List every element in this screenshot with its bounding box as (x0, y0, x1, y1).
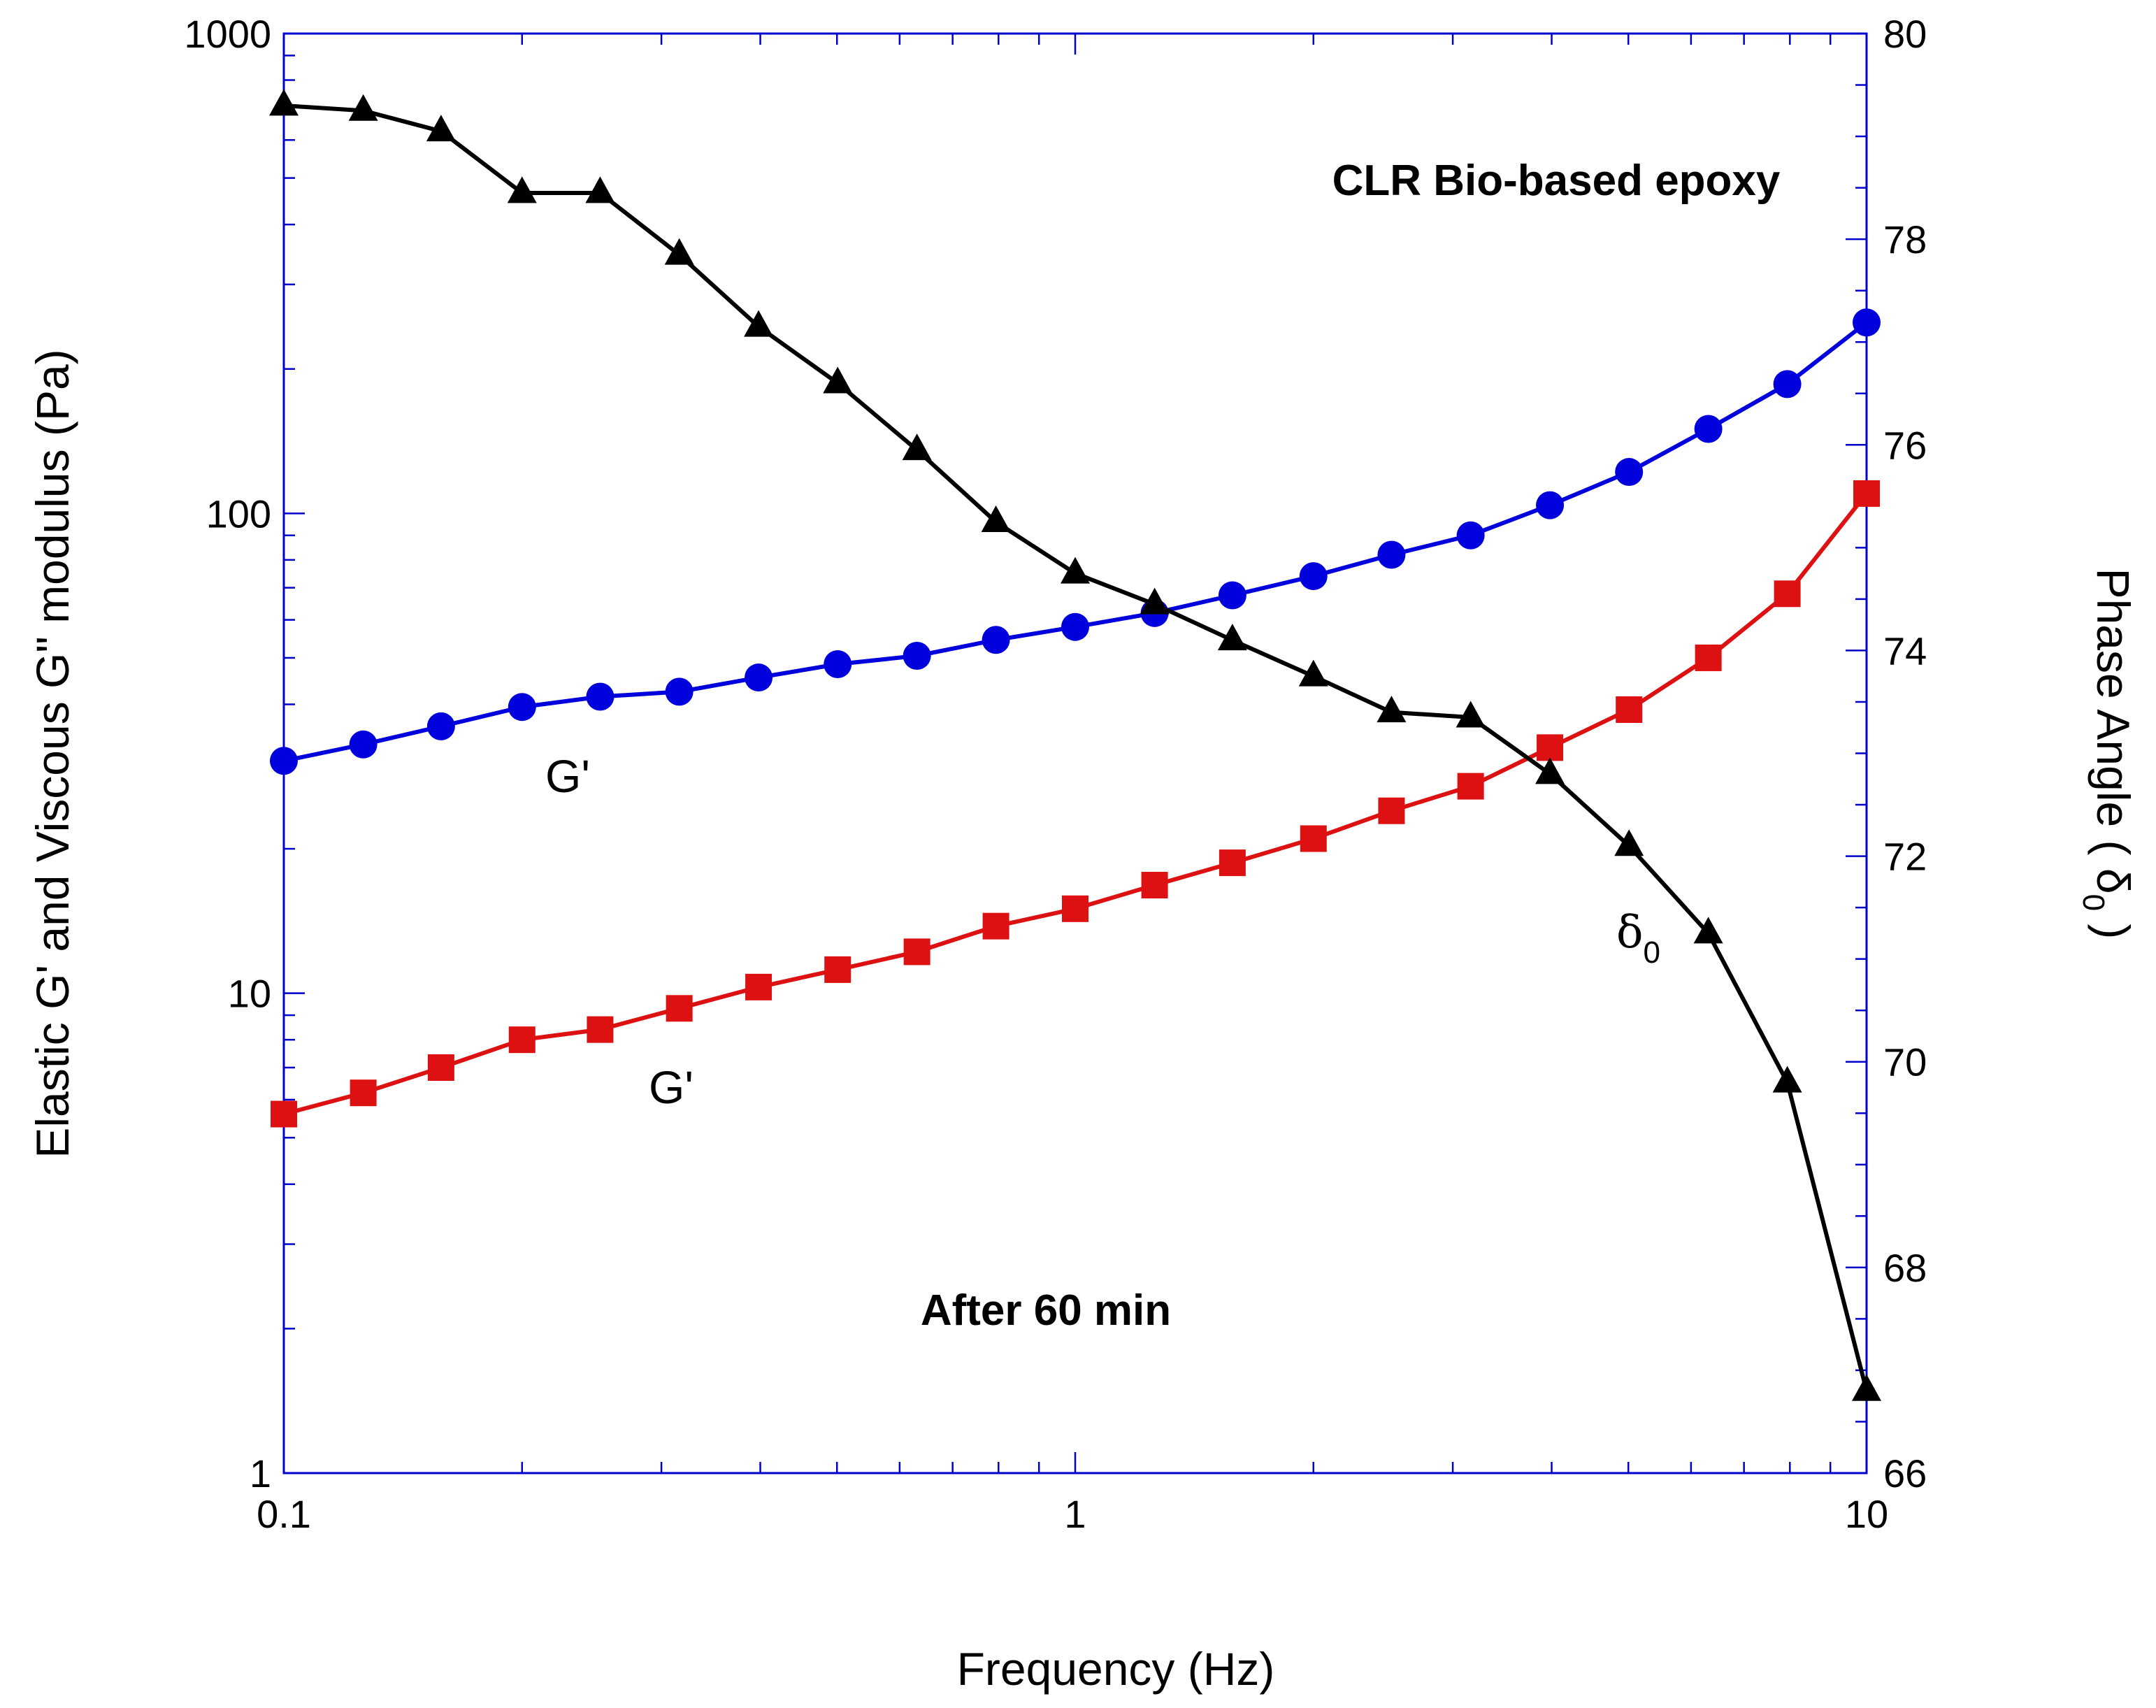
data-point-triangle (507, 176, 537, 203)
data-point-circle (1536, 491, 1565, 519)
y-axis-right-title-sub: 0 (2076, 894, 2111, 911)
data-point-triangle (1852, 1374, 1881, 1401)
data-point-circle (1694, 415, 1723, 443)
data-point-circle (586, 682, 615, 711)
data-point-square (982, 912, 1009, 940)
data-point-triangle (1772, 1065, 1802, 1093)
x-tick-label: 0.1 (257, 1492, 311, 1536)
y-axis-right-title-suffix: ) (2087, 911, 2139, 939)
y-right-tick-label: 66 (1883, 1451, 1927, 1495)
data-point-circle (824, 650, 852, 679)
y-axis-left-title: Elastic G' and Viscous G" modulus (Pa) (27, 349, 78, 1158)
data-point-circle (1773, 370, 1802, 399)
data-point-square (1457, 773, 1484, 800)
data-point-square (508, 1026, 536, 1054)
x-tick-label: 10 (1845, 1492, 1888, 1536)
data-point-square (587, 1016, 614, 1043)
data-point-triangle (744, 310, 774, 337)
data-point-triangle (1140, 587, 1170, 615)
delta-label: δ0 (1616, 907, 1660, 970)
data-point-triangle (1217, 624, 1247, 651)
ticks-layer (282, 32, 1867, 1474)
data-point-square (1300, 825, 1327, 852)
series-layer (269, 89, 1881, 1401)
data-point-triangle (1693, 917, 1723, 944)
data-point-square (427, 1054, 454, 1081)
data-point-circle (982, 626, 1010, 654)
data-point-circle (349, 730, 378, 759)
data-point-square (903, 938, 930, 966)
data-point-square (824, 956, 851, 983)
data-point-circle (1853, 308, 1881, 337)
data-point-triangle (823, 366, 853, 394)
annotation-time: After 60 min (921, 1286, 1171, 1335)
data-point-square (1537, 734, 1564, 761)
data-point-circle (745, 663, 773, 692)
y-right-tick-label: 80 (1883, 12, 1927, 56)
data-point-square (1219, 849, 1246, 877)
annotation-material: CLR Bio-based epoxy (1332, 157, 1781, 205)
data-point-triangle (981, 505, 1011, 533)
data-point-triangle (1535, 757, 1565, 784)
data-point-triangle (585, 176, 615, 203)
data-point-square (1616, 696, 1643, 723)
data-point-square (666, 995, 693, 1022)
y-axis-right-title: Phase Angle ( δ0 ) (2076, 568, 2139, 940)
series-label-upper: G' (545, 750, 590, 802)
y-right-tick-label: 70 (1883, 1040, 1927, 1084)
y-left-tick-label: 1000 (184, 12, 271, 56)
data-point-triangle (1061, 557, 1090, 584)
data-point-triangle (426, 115, 456, 142)
delta-subscript: 0 (1644, 935, 1660, 970)
data-point-triangle (1614, 829, 1644, 856)
data-point-triangle (348, 94, 378, 121)
data-point-square (350, 1079, 377, 1107)
data-point-circle (1218, 581, 1246, 610)
y-right-tick-label: 78 (1883, 217, 1927, 261)
data-point-square (1062, 895, 1088, 922)
data-point-square (745, 973, 772, 1000)
data-point-triangle (902, 433, 932, 461)
data-point-triangle (1298, 659, 1328, 687)
data-point-triangle (664, 238, 694, 265)
y-axis-right-title-prefix: Phase Angle ( δ (2087, 568, 2139, 894)
y-left-tick-label: 10 (228, 972, 271, 1016)
delta-symbol: δ (1616, 907, 1644, 959)
data-point-triangle (1456, 701, 1486, 728)
data-point-circle (270, 747, 298, 775)
data-point-circle (1061, 612, 1089, 641)
x-axis-title: Frequency (Hz) (957, 1643, 1275, 1695)
data-point-circle (1615, 458, 1644, 487)
data-point-circle (426, 712, 455, 740)
y-right-tick-label: 68 (1883, 1246, 1927, 1290)
y-right-tick-label: 74 (1883, 629, 1927, 673)
data-point-square (271, 1100, 297, 1128)
data-point-circle (1377, 540, 1406, 569)
data-point-square (1853, 480, 1880, 507)
data-point-square (1774, 580, 1801, 608)
data-point-square (1378, 797, 1405, 824)
data-point-circle (665, 677, 693, 706)
data-point-triangle (1377, 696, 1407, 723)
y-left-tick-label: 100 (206, 491, 271, 536)
data-point-triangle (269, 89, 299, 116)
x-tick-label: 1 (1064, 1492, 1086, 1536)
data-point-circle (1299, 562, 1328, 591)
y-left-tick-label: 1 (250, 1451, 271, 1495)
data-point-circle (508, 693, 536, 722)
data-point-square (1141, 872, 1168, 899)
y-right-tick-label: 72 (1883, 835, 1927, 879)
data-point-circle (903, 641, 931, 670)
y-right-tick-label: 76 (1883, 423, 1927, 467)
data-point-circle (1456, 521, 1485, 550)
series-label-lower: G' (649, 1061, 693, 1113)
data-point-square (1695, 644, 1722, 671)
